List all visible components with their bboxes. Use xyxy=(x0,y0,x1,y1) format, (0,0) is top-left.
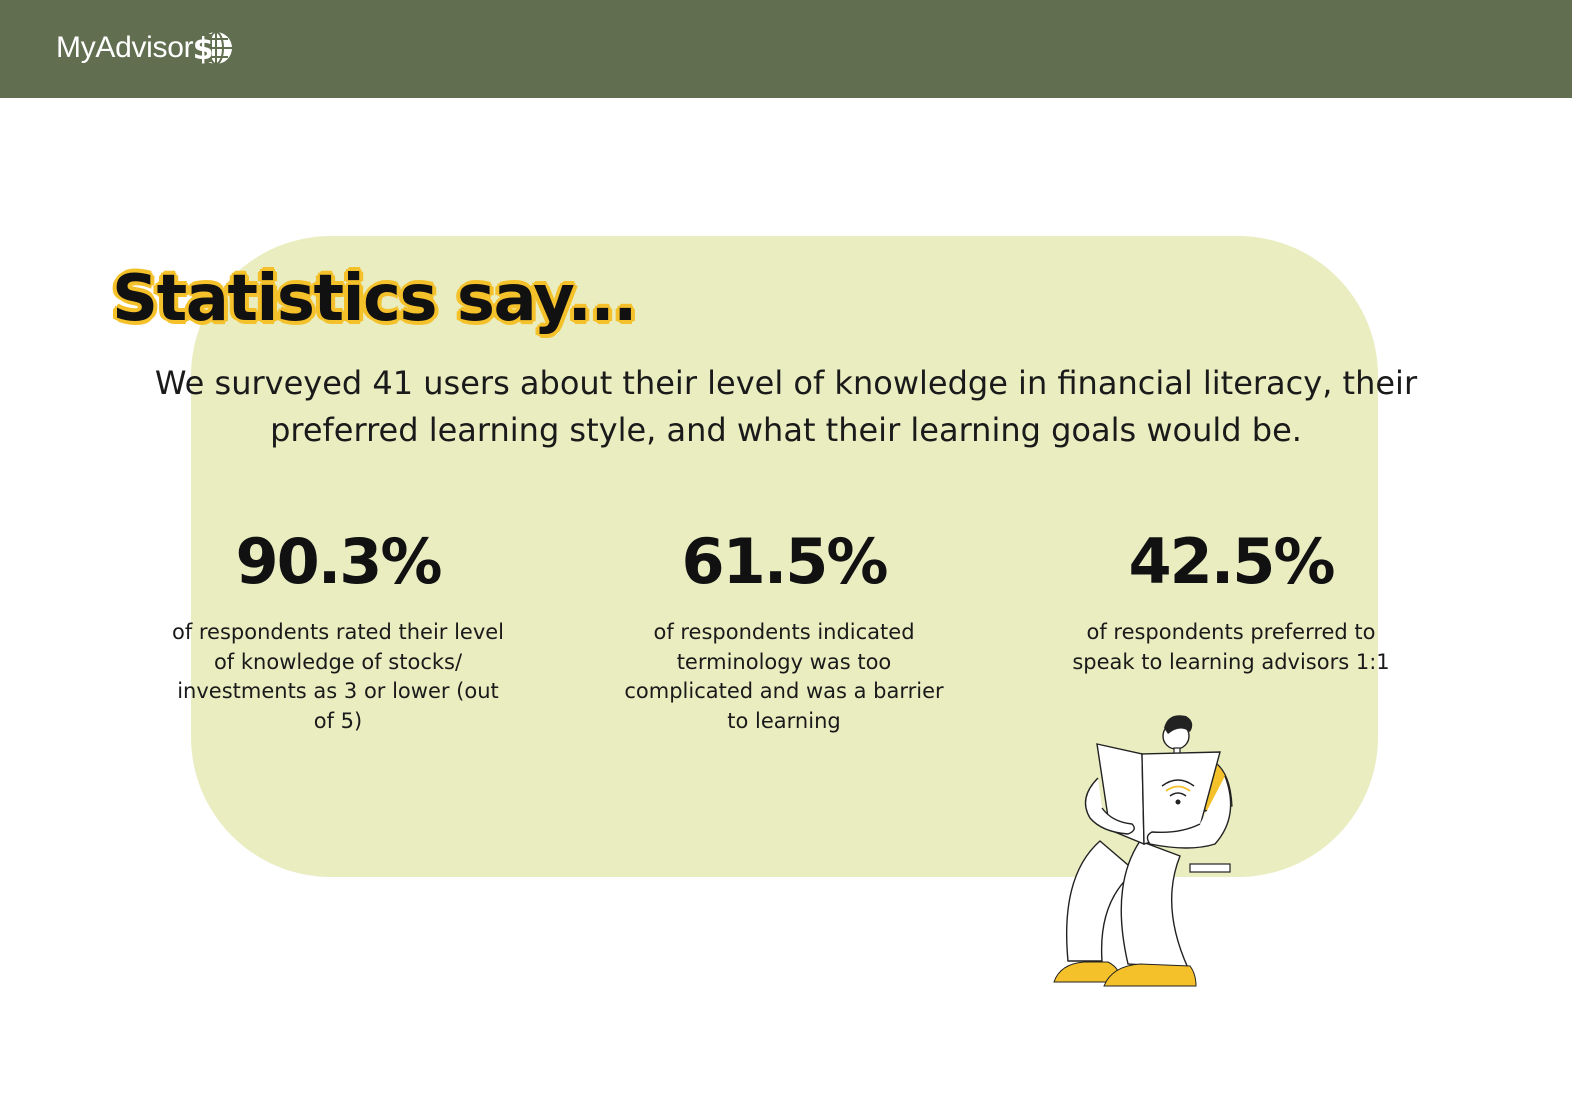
svg-text:$: $ xyxy=(194,32,213,67)
stat-value: 42.5% xyxy=(1128,525,1335,598)
stat-value: 90.3% xyxy=(235,525,442,598)
stat-description: of respondents indicated terminology was… xyxy=(624,620,944,733)
stat-description: of respondents preferred to speak to lea… xyxy=(1072,620,1390,674)
brand-logo[interactable]: MyAdvisor $ xyxy=(56,26,234,70)
stat-card: 90.3% of respondents rated their level o… xyxy=(168,520,508,736)
header-bar: MyAdvisor $ xyxy=(0,0,1572,98)
stat-card: 61.5% of respondents indicated terminolo… xyxy=(614,520,954,736)
page-title: Statistics say... xyxy=(112,262,637,336)
stat-card: 42.5% of respondents preferred to speak … xyxy=(1056,520,1406,677)
intro-text: We surveyed 41 users about their level o… xyxy=(154,364,1418,449)
brand-name: MyAdvisor xyxy=(56,31,194,64)
person-reading-book-icon xyxy=(1053,715,1233,987)
stat-description: of respondents rated their level of know… xyxy=(171,620,505,733)
dollar-globe-icon: $ xyxy=(194,31,233,67)
stat-value: 61.5% xyxy=(681,525,888,598)
